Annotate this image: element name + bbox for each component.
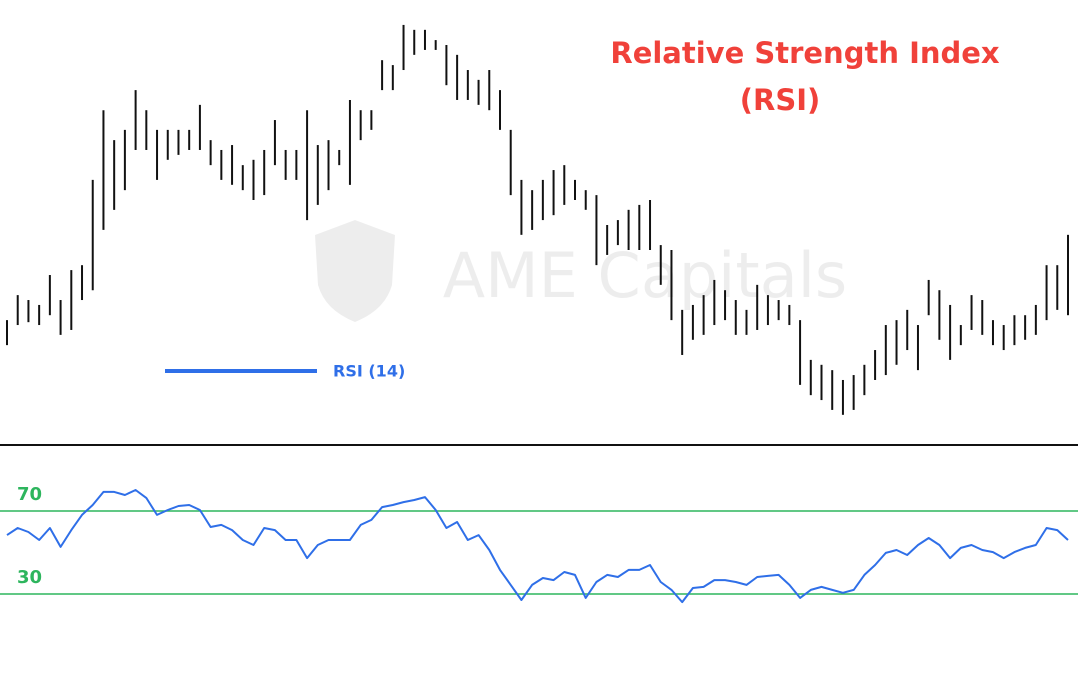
rsi-line xyxy=(6,489,1069,604)
watermark: AME Capitals xyxy=(443,239,847,312)
y-tick-label: 70 xyxy=(17,484,42,505)
chart-subtitle: (RSI) xyxy=(740,83,821,117)
y-tick-label: 30 xyxy=(17,567,42,588)
legend-label: RSI (14) xyxy=(333,362,405,381)
chart-title: Relative Strength Index xyxy=(610,36,1000,70)
watermark-logo xyxy=(315,220,395,322)
